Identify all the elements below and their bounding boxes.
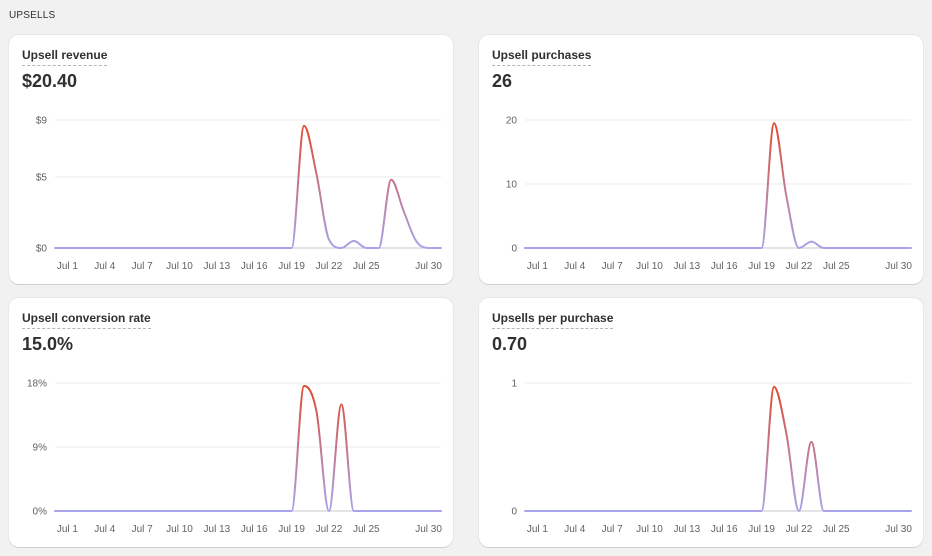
x-tick-label: Jul 30: [885, 524, 912, 535]
x-tick-label: Jul 4: [564, 524, 586, 535]
y-tick-label: 1: [511, 379, 517, 390]
x-tick-label: Jul 16: [711, 261, 738, 272]
x-tick-label: Jul 1: [57, 524, 79, 535]
y-tick-label: 0: [511, 244, 517, 255]
x-tick-label: Jul 7: [132, 261, 154, 272]
y-tick-label: 18%: [27, 379, 47, 390]
x-tick-label: Jul 22: [786, 261, 813, 272]
x-tick-label: Jul 1: [527, 261, 549, 272]
upsells-per-purchase-card: Upsells per purchase 0.70 0 1 Jul 1 Jul 4 Ju…: [479, 298, 923, 547]
x-tick-label: Jul 25: [353, 524, 380, 535]
line-chart: 0 1 Jul 1 Jul 4 Jul 7 Jul 10 Jul 13 Jul 16 Jul 1…: [511, 379, 912, 536]
x-tick-label: Jul 10: [166, 524, 193, 535]
x-tick-label: Jul 13: [204, 261, 231, 272]
y-tick-label: $9: [36, 116, 48, 127]
x-tick-label: Jul 4: [564, 261, 586, 272]
card-title[interactable]: Upsell revenue: [22, 48, 108, 66]
line-chart: 0% 9% 18% Jul 1 Jul 4 Jul 7 Jul 10 Jul 13 Jul 16…: [27, 379, 442, 536]
card-value: 26: [492, 71, 513, 91]
series-line[interactable]: [524, 385, 912, 512]
upsell-conversion-rate-card: Upsell conversion rate 15.0% 0% 9% 18% Jul …: [9, 298, 453, 547]
series-line[interactable]: [54, 384, 442, 512]
x-tick-label: Jul 25: [823, 261, 850, 272]
x-tick-label: Jul 19: [748, 524, 775, 535]
x-tick-label: Jul 10: [636, 261, 663, 272]
x-tick-label: Jul 10: [636, 524, 663, 535]
x-tick-label: Jul 25: [823, 524, 850, 535]
x-tick-label: Jul 30: [885, 261, 912, 272]
x-tick-label: Jul 22: [316, 524, 343, 535]
card-value: 15.0%: [22, 334, 74, 354]
x-tick-label: Jul 25: [353, 261, 380, 272]
series-line[interactable]: [54, 124, 442, 249]
x-tick-label: Jul 19: [278, 524, 305, 535]
x-tick-label: Jul 13: [674, 261, 701, 272]
x-tick-label: Jul 4: [94, 261, 116, 272]
x-tick-label: Jul 30: [415, 261, 442, 272]
y-tick-label: 0: [511, 507, 517, 518]
x-tick-label: Jul 19: [748, 261, 775, 272]
card-title[interactable]: Upsells per purchase: [492, 311, 614, 329]
section-title: UPSELLS: [9, 10, 56, 21]
y-tick-label: $0: [36, 244, 48, 255]
y-tick-label: 0%: [33, 507, 48, 518]
x-tick-label: Jul 10: [166, 261, 193, 272]
line-chart: 0 10 20 Jul 1 Jul 4 Jul 7 Jul 10 Jul 13 Jul 16 Ju…: [506, 116, 912, 273]
x-tick-label: Jul 13: [674, 524, 701, 535]
x-tick-label: Jul 22: [316, 261, 343, 272]
x-tick-label: Jul 30: [415, 524, 442, 535]
x-tick-label: Jul 1: [57, 261, 79, 272]
x-tick-label: Jul 16: [711, 524, 738, 535]
upsell-purchases-card: Upsell purchases 26 0 10 20 Jul 1 Jul 4 Jul 7…: [479, 35, 923, 284]
x-tick-label: Jul 7: [132, 524, 154, 535]
y-tick-label: 9%: [33, 443, 48, 454]
line-chart: $0 $5 $9 Jul 1 Jul 4 Jul 7 Jul 10 Jul 13 Jul 16 J…: [36, 116, 442, 273]
x-tick-label: Jul 16: [241, 524, 268, 535]
series-line[interactable]: [524, 122, 912, 249]
card-value: 0.70: [492, 334, 528, 354]
y-tick-label: 20: [506, 116, 518, 127]
card-title[interactable]: Upsell purchases: [492, 48, 592, 66]
y-tick-label: $5: [36, 172, 48, 183]
x-tick-label: Jul 16: [241, 261, 268, 272]
x-tick-label: Jul 19: [278, 261, 305, 272]
x-tick-label: Jul 22: [786, 524, 813, 535]
y-tick-label: 10: [506, 180, 518, 191]
card-title[interactable]: Upsell conversion rate: [22, 311, 151, 329]
x-tick-label: Jul 7: [602, 261, 624, 272]
x-tick-label: Jul 1: [527, 524, 549, 535]
upsell-revenue-card: Upsell revenue $20.40 $0 $5 $9 Jul 1 Jul 4 Ju…: [9, 35, 453, 284]
card-value: $20.40: [22, 71, 78, 91]
x-tick-label: Jul 4: [94, 524, 116, 535]
x-tick-label: Jul 7: [602, 524, 624, 535]
x-tick-label: Jul 13: [204, 524, 231, 535]
